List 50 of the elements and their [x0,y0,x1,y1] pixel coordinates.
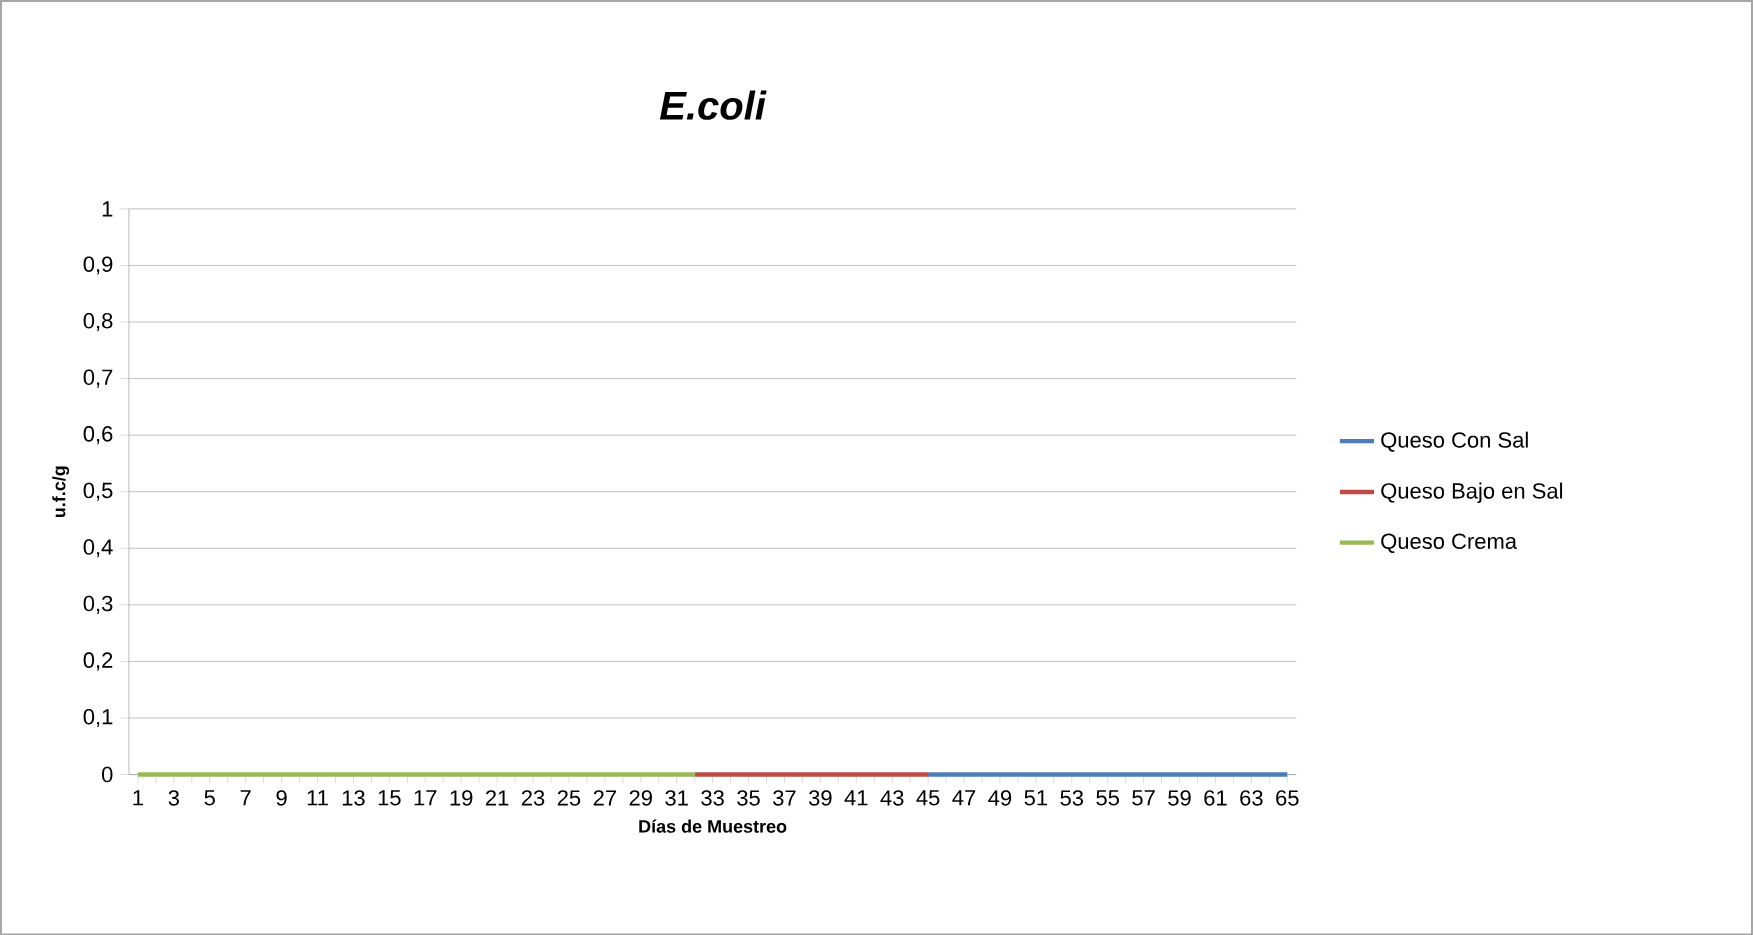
y-tick-label: 0,6 [83,425,113,445]
chart-title: E.coli [659,90,767,120]
y-tick-label: 0,4 [83,539,113,558]
y-tick-label: 0,8 [83,312,113,331]
x-axis-title: Días de Muestreo [639,819,787,833]
y-tick-label: 0,1 [83,708,113,727]
x-tick-label: 13 [342,789,365,806]
y-axis-title: u.f.c/g [52,466,70,517]
x-tick-label: 9 [276,789,287,806]
x-tick-label: 45 [916,789,940,806]
x-tick-label: 5 [204,789,215,806]
legend-label: Queso Bajo en Sal [1381,482,1563,503]
x-tick-label: 27 [593,789,616,806]
x-tick-label: 41 [844,789,868,806]
x-tick-label: 49 [988,789,1012,806]
x-tick-label: 63 [1240,789,1263,806]
x-tick-label: 53 [1060,789,1084,806]
x-tick-label: 17 [414,789,437,806]
x-tick-label: 51 [1024,789,1048,806]
x-tick-label: 65 [1276,789,1299,806]
x-tick-label: 29 [629,789,652,806]
x-tick-label: 1 [133,789,143,806]
x-tick-label: 37 [773,789,796,806]
x-tick-label: 43 [880,789,904,806]
x-tick-label: 7 [240,789,251,806]
x-tick-label: 33 [701,789,724,806]
x-tick-label: 21 [485,789,509,806]
y-tick-label: 0,2 [83,652,113,671]
y-tick-label: 0,9 [83,256,113,275]
x-tick-label: 19 [450,789,473,806]
x-tick-label: 57 [1132,789,1155,806]
x-tick-label: 25 [557,789,581,806]
y-tick-label: 1 [102,201,113,217]
x-tick-label: 35 [737,789,760,806]
x-tick-label: 47 [952,789,976,806]
y-tick-label: 0 [101,766,113,783]
x-tick-label: 15 [378,789,401,806]
x-tick-label: 11 [307,789,328,806]
x-tick-label: 55 [1096,789,1119,806]
x-tick-label: 59 [1168,789,1191,806]
y-tick-label: 0,5 [83,482,113,501]
legend-label: Queso Crema [1381,533,1518,553]
x-tick-label: 39 [808,789,832,806]
y-tick-label: 0,3 [83,595,113,614]
x-tick-label: 3 [168,789,179,806]
x-tick-label: 31 [665,789,688,806]
legend-label: Queso Con Sal [1381,431,1528,452]
x-tick-label: 61 [1204,789,1227,806]
x-tick-label: 23 [521,789,545,806]
y-tick-label: 0,7 [83,369,113,388]
